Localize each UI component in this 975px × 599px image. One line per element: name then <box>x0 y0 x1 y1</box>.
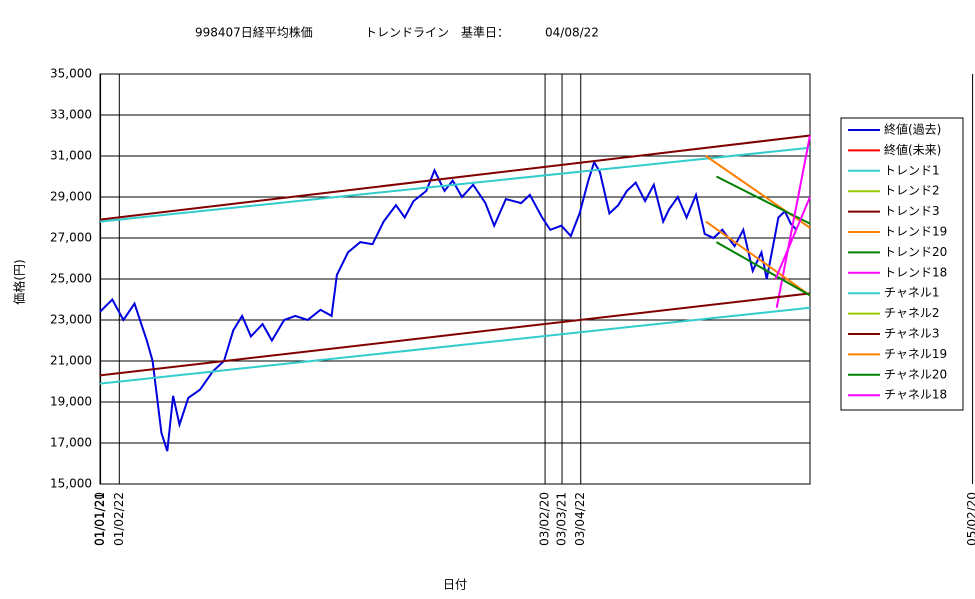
series-line <box>99 292 811 377</box>
legend-label: チャネル20 <box>884 367 947 381</box>
y-axis-label: 価格(円) <box>12 259 27 304</box>
y-tick-label: 35,000 <box>50 67 92 81</box>
series-line <box>715 241 811 297</box>
chart-subtitle: トレンドライン 基準日： <box>365 25 509 40</box>
legend-label: トレンド3 <box>884 204 940 218</box>
series-line <box>99 146 811 223</box>
legend-label: 終値(過去) <box>884 122 941 137</box>
y-tick-label: 33,000 <box>50 108 92 122</box>
legend-label: チャネル2 <box>884 306 940 320</box>
x-tick-label: 01/02/22 <box>112 492 126 546</box>
y-tick-label: 27,000 <box>50 231 92 245</box>
y-tick-label: 31,000 <box>50 149 92 163</box>
y-tick-label: 25,000 <box>50 272 92 286</box>
legend-label: 終値(未来) <box>884 142 941 157</box>
legend-label: トレンド20 <box>884 245 947 259</box>
y-tick-label: 23,000 <box>50 313 92 327</box>
chart-title: 998407日経平均株価 <box>195 25 313 40</box>
legend-label: チャネル19 <box>884 347 947 361</box>
x-axis-label: 日付 <box>443 578 467 592</box>
y-tick-label: 15,000 <box>50 477 92 491</box>
x-tick-label: 01/01/21 <box>93 492 107 546</box>
series-line <box>705 220 811 297</box>
reference-date: 04/08/22 <box>545 26 599 40</box>
legend-box <box>840 117 964 411</box>
legend-label: チャネル3 <box>884 327 940 341</box>
x-tick-label: 03/03/21 <box>555 492 569 546</box>
series-line <box>99 134 811 221</box>
x-tick-label: 01/01/20 <box>93 492 107 546</box>
x-tick-label: 03/04/22 <box>573 492 587 546</box>
legend-label: トレンド18 <box>884 265 947 279</box>
series-line <box>774 196 811 280</box>
y-tick-label: 21,000 <box>50 354 92 368</box>
legend-label: トレンド1 <box>884 163 940 177</box>
x-tick-label: 03/02/20 <box>538 492 552 546</box>
legend-label: チャネル1 <box>884 286 940 300</box>
legend-label: トレンド19 <box>884 225 947 239</box>
legend-label: トレンド2 <box>884 184 940 198</box>
series-line <box>99 159 798 452</box>
y-tick-label: 17,000 <box>50 436 92 450</box>
y-tick-label: 29,000 <box>50 190 92 204</box>
series-line <box>99 306 811 385</box>
legend-label: チャネル18 <box>884 388 947 402</box>
y-tick-label: 19,000 <box>50 395 92 409</box>
x-tick-label: 05/02/20 <box>965 492 975 546</box>
